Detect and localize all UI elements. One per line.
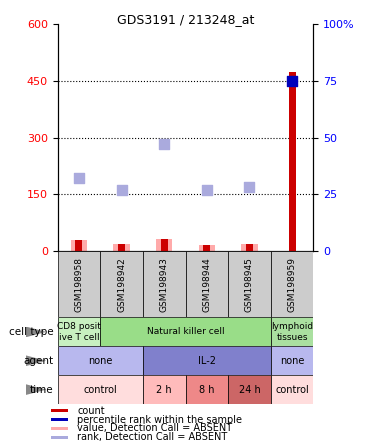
Point bbox=[119, 186, 125, 193]
Text: 24 h: 24 h bbox=[239, 385, 260, 395]
Text: none: none bbox=[280, 356, 304, 366]
Text: time: time bbox=[30, 385, 54, 395]
Bar bbox=[71, 240, 87, 251]
Bar bbox=[58, 317, 100, 346]
Text: 8 h: 8 h bbox=[199, 385, 214, 395]
Bar bbox=[271, 375, 313, 404]
Text: GSM198958: GSM198958 bbox=[74, 257, 83, 312]
Polygon shape bbox=[26, 356, 46, 366]
Text: value, Detection Call = ABSENT: value, Detection Call = ABSENT bbox=[77, 424, 232, 433]
Bar bbox=[203, 245, 210, 251]
Text: GSM198959: GSM198959 bbox=[288, 257, 297, 312]
Bar bbox=[143, 346, 271, 375]
Text: rank, Detection Call = ABSENT: rank, Detection Call = ABSENT bbox=[77, 432, 227, 442]
Bar bbox=[242, 244, 257, 251]
Text: none: none bbox=[88, 356, 112, 366]
Bar bbox=[100, 317, 271, 346]
Bar bbox=[161, 239, 168, 251]
Text: CD8 posit
ive T cell: CD8 posit ive T cell bbox=[57, 322, 101, 341]
Bar bbox=[58, 346, 143, 375]
Bar bbox=[51, 409, 68, 412]
Point bbox=[161, 141, 167, 148]
Bar bbox=[51, 427, 68, 430]
Text: Natural killer cell: Natural killer cell bbox=[147, 327, 224, 337]
Text: control: control bbox=[83, 385, 117, 395]
Text: lymphoid
tissues: lymphoid tissues bbox=[271, 322, 313, 341]
Text: GSM198944: GSM198944 bbox=[202, 257, 211, 312]
Bar bbox=[156, 239, 172, 251]
Polygon shape bbox=[26, 327, 46, 337]
Bar bbox=[58, 251, 100, 317]
Text: GSM198942: GSM198942 bbox=[117, 257, 126, 312]
Text: cell type: cell type bbox=[9, 327, 54, 337]
Bar bbox=[51, 418, 68, 421]
Point bbox=[247, 184, 253, 191]
Bar bbox=[289, 71, 296, 251]
Text: percentile rank within the sample: percentile rank within the sample bbox=[77, 415, 242, 424]
Text: IL-2: IL-2 bbox=[198, 356, 216, 366]
Bar bbox=[100, 251, 143, 317]
Bar bbox=[271, 346, 313, 375]
Bar bbox=[271, 317, 313, 346]
Text: GDS3191 / 213248_at: GDS3191 / 213248_at bbox=[117, 13, 254, 26]
Bar bbox=[228, 251, 271, 317]
Text: control: control bbox=[275, 385, 309, 395]
Bar bbox=[186, 251, 228, 317]
Bar bbox=[186, 375, 228, 404]
Point bbox=[289, 77, 295, 84]
Bar bbox=[271, 251, 313, 317]
Polygon shape bbox=[26, 385, 46, 395]
Bar bbox=[58, 375, 143, 404]
Point bbox=[204, 186, 210, 193]
Point bbox=[76, 175, 82, 182]
Bar bbox=[51, 436, 68, 439]
Text: count: count bbox=[77, 406, 105, 416]
Bar bbox=[118, 244, 125, 251]
Bar bbox=[246, 244, 253, 251]
Text: GSM198945: GSM198945 bbox=[245, 257, 254, 312]
Bar bbox=[75, 240, 82, 251]
Text: agent: agent bbox=[24, 356, 54, 366]
Bar bbox=[143, 375, 186, 404]
Bar bbox=[143, 251, 186, 317]
Bar bbox=[228, 375, 271, 404]
Text: GSM198943: GSM198943 bbox=[160, 257, 169, 312]
Bar bbox=[114, 244, 129, 251]
Text: 2 h: 2 h bbox=[156, 385, 172, 395]
Bar bbox=[199, 245, 215, 251]
